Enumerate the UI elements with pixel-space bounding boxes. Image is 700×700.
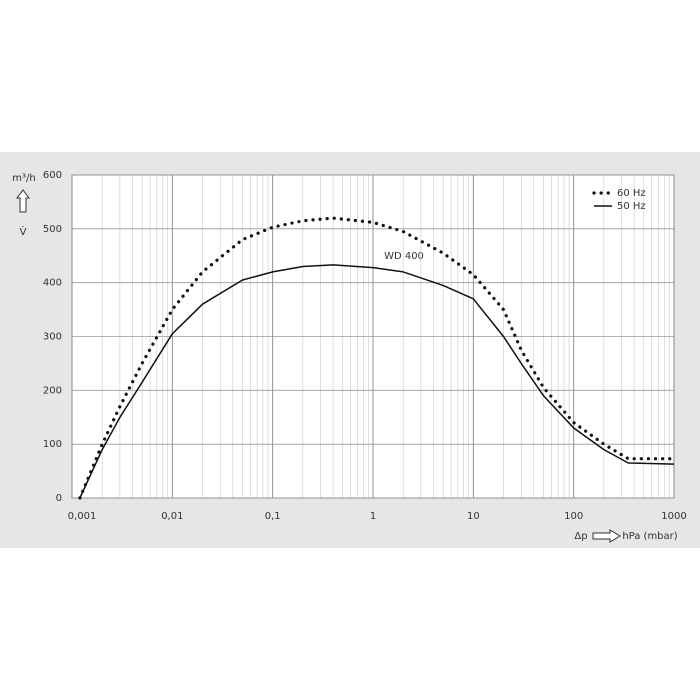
x-tick-label: 1: [370, 511, 376, 522]
annotation: WD 400: [384, 251, 424, 262]
y-tick-label: 500: [43, 224, 62, 235]
y-axis-label: m³/h: [12, 173, 35, 184]
y-tick-label: 0: [56, 493, 62, 504]
y-tick-label: 600: [43, 170, 62, 181]
y-tick-label: 100: [43, 439, 62, 450]
y-tick-label: 200: [43, 385, 62, 396]
x-axis-symbol: Δp: [574, 531, 587, 542]
series-line: [78, 216, 676, 500]
y-tick-label: 400: [43, 278, 62, 289]
legend-label: 60 Hz: [617, 188, 646, 199]
x-tick-label: 0,1: [265, 511, 281, 522]
x-tick-label: 1000: [661, 511, 686, 522]
x-tick-label: 0,001: [68, 511, 97, 522]
series-line: [79, 264, 675, 499]
arrow-up: [16, 189, 30, 213]
arrow-right: [592, 529, 621, 543]
x-tick-label: 0,01: [161, 511, 183, 522]
x-tick-label: 100: [564, 511, 583, 522]
x-tick-label: 10: [467, 511, 480, 522]
y-axis-symbol: V̇: [20, 225, 27, 238]
legend-label: 50 Hz: [617, 201, 646, 212]
x-axis-label: hPa (mbar): [622, 531, 677, 542]
y-tick-label: 300: [43, 332, 62, 343]
